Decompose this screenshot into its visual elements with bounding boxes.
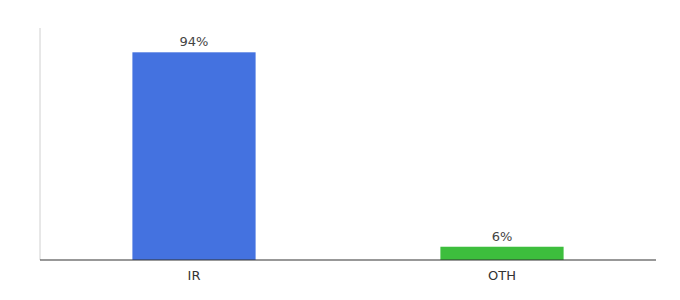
- x-tick-label: IR: [188, 268, 201, 283]
- bar: [132, 52, 255, 260]
- chart-svg: IR OTH 94% 6%: [0, 0, 680, 300]
- data-label: 6%: [492, 229, 513, 244]
- y-range-line: [40, 28, 41, 260]
- chart-container: IR OTH 94% 6%: [0, 0, 680, 300]
- bar: [440, 247, 563, 260]
- data-label: 94%: [180, 34, 209, 49]
- x-axis-line: [40, 259, 656, 260]
- bars: [132, 52, 563, 260]
- x-tick-label: OTH: [488, 268, 516, 283]
